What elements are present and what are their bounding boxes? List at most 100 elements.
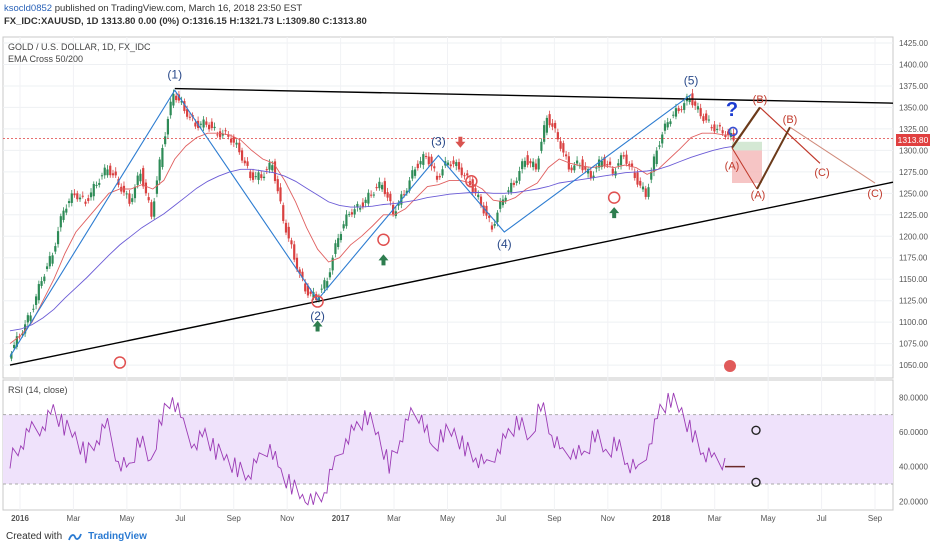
- candle-body: [312, 292, 315, 298]
- rsi-tick-label: 20.0000: [899, 497, 928, 506]
- projection-label: (A): [751, 189, 766, 201]
- time-tick-label: 2017: [332, 514, 350, 523]
- alt-leg-b: [756, 126, 791, 190]
- candle-body: [718, 125, 721, 127]
- projection-label: (B): [783, 114, 798, 126]
- rsi-label: RSI (14, close): [8, 385, 68, 395]
- candle-body: [221, 134, 224, 136]
- candle-body: [540, 141, 543, 151]
- candle-body: [633, 172, 636, 179]
- candle-body: [304, 283, 307, 292]
- time-tick-label: Mar: [387, 514, 401, 523]
- candle-body: [240, 150, 244, 161]
- candle-body: [353, 209, 356, 215]
- down-arrow-icon: [455, 136, 466, 148]
- candle-body: [43, 276, 46, 282]
- ema-50-line: [9, 132, 735, 344]
- projection-label: (A): [725, 160, 740, 172]
- candle-body: [194, 122, 197, 127]
- candle-body: [589, 171, 592, 179]
- price-tick-label: 1350.00: [899, 103, 928, 112]
- candle-body: [501, 199, 505, 206]
- candle-body: [229, 138, 233, 143]
- time-tick-label: 2016: [11, 514, 29, 523]
- price-tick-label: 1200.00: [899, 232, 928, 241]
- price-axis[interactable]: 1050.00 1075.00 1100.00 1125.00 1150.00 1175.…: [899, 39, 928, 370]
- candle-body: [628, 163, 631, 166]
- candle-body: [644, 188, 647, 197]
- candle-body: [597, 159, 601, 168]
- candle-body: [161, 147, 164, 168]
- candle-body: [677, 108, 680, 112]
- candle-body: [164, 136, 167, 145]
- candle-body: [144, 182, 148, 194]
- candle-body: [386, 192, 389, 198]
- price-tick-label: 1050.00: [899, 361, 928, 370]
- candle-body: [158, 159, 161, 181]
- candle-body: [106, 169, 109, 176]
- candle-body: [466, 173, 469, 176]
- candle-body: [496, 212, 499, 223]
- candle-body: [260, 174, 263, 179]
- candle-body: [51, 255, 54, 264]
- candle-body: [282, 205, 285, 221]
- candle-body: [584, 166, 587, 170]
- time-tick-label: May: [440, 514, 455, 523]
- candle-body: [655, 150, 658, 165]
- author-link[interactable]: ksocld0852: [4, 3, 53, 14]
- candle-body: [208, 124, 211, 130]
- candle-body: [155, 180, 159, 194]
- candle-body: [262, 176, 266, 179]
- candle-body: [227, 134, 230, 137]
- price-tick-label: 1300.00: [899, 146, 928, 155]
- candle-body: [177, 94, 180, 101]
- candle-body: [293, 244, 296, 260]
- candle-body: [573, 165, 576, 171]
- candle-body: [76, 193, 79, 200]
- candle-body: [224, 130, 227, 132]
- up-arrow-icon: [609, 207, 620, 219]
- last-price-tag: 1313.80: [896, 134, 930, 146]
- elliott-waves: (1) (2) (3) (4) (5): [9, 67, 698, 369]
- candle-body: [205, 121, 208, 125]
- rsi-line: [9, 392, 761, 506]
- candle-body: [251, 172, 255, 180]
- time-axis[interactable]: 2016 Mar May Jul Sep Nov 2017 Mar May Jul Sep Nov 20…: [11, 514, 883, 523]
- candle-body: [551, 123, 554, 127]
- candle-body: [216, 134, 219, 136]
- projection-label: (C): [814, 167, 829, 179]
- candle-body: [45, 266, 49, 270]
- candle-body: [348, 214, 351, 216]
- candle-body: [48, 256, 51, 267]
- candle-body: [342, 224, 345, 229]
- publish-line: ksocld0852 published on TradingView.com,…: [4, 3, 302, 14]
- price-tick-label: 1175.00: [899, 254, 928, 263]
- candle-body: [15, 336, 18, 347]
- tradingview-brand[interactable]: TradingView: [88, 531, 147, 542]
- candle-body: [114, 171, 117, 176]
- candle-body: [268, 162, 271, 170]
- candle-body: [24, 324, 27, 334]
- candle-body: [139, 173, 142, 182]
- candle-body: [13, 344, 16, 348]
- candle-body: [89, 192, 93, 198]
- candle-body: [331, 257, 334, 271]
- candle-body: [595, 167, 598, 169]
- candle-body: [422, 154, 425, 165]
- wave-path: [9, 89, 692, 357]
- candle-body: [257, 172, 260, 180]
- candle-body: [128, 193, 131, 204]
- candle-body: [617, 163, 620, 166]
- candle-body: [125, 193, 128, 195]
- candle-body: [639, 180, 642, 186]
- candle-body: [408, 180, 411, 191]
- candle-body: [565, 154, 568, 157]
- candle-body: [441, 169, 444, 176]
- candle-body: [199, 123, 202, 125]
- publish-info: published on TradingView.com, March 16, …: [52, 3, 303, 14]
- rsi-axis[interactable]: 20.0000 40.0000 60.0000 80.0000: [899, 393, 928, 506]
- candle-body: [650, 171, 653, 180]
- candle-body: [111, 173, 115, 176]
- candle-body: [636, 172, 639, 185]
